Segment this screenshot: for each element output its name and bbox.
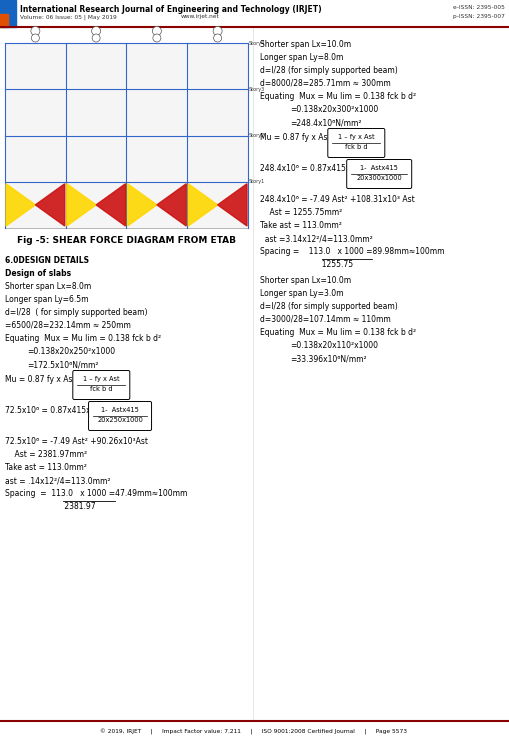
Text: Story3: Story3	[249, 87, 265, 91]
Text: 1 – fy x Ast: 1 – fy x Ast	[338, 134, 375, 140]
Text: Mu = 0.87 fy x Ast x d: Mu = 0.87 fy x Ast x d	[260, 133, 345, 142]
Text: Volume: 06 Issue: 05 | May 2019: Volume: 06 Issue: 05 | May 2019	[20, 14, 117, 19]
Text: Spacing =    113.0   x 1000 =89.98mm≈100mm: Spacing = 113.0 x 1000 =89.98mm≈100mm	[260, 247, 444, 256]
Text: Longer span Ly=8.0m: Longer span Ly=8.0m	[260, 53, 344, 62]
Text: 1255.75: 1255.75	[260, 260, 353, 269]
Circle shape	[152, 27, 161, 36]
Circle shape	[214, 34, 221, 42]
Circle shape	[92, 34, 100, 42]
Text: 2381.97: 2381.97	[5, 502, 96, 511]
Text: Spacing  =  113.0   x 1000 =47.49mm≈100mm: Spacing = 113.0 x 1000 =47.49mm≈100mm	[5, 489, 187, 498]
Text: Ast = 2381.97mm²: Ast = 2381.97mm²	[5, 450, 87, 459]
Text: Shorter span Lx=10.0m: Shorter span Lx=10.0m	[260, 40, 351, 49]
Text: d=3000/28=107.14mm ≈ 110mm: d=3000/28=107.14mm ≈ 110mm	[260, 315, 391, 324]
Text: 1-  Astx415: 1- Astx415	[360, 165, 398, 171]
Polygon shape	[67, 184, 96, 226]
Bar	[0, 14, 8, 27]
Text: Story1: Story1	[249, 179, 265, 184]
Circle shape	[213, 27, 222, 36]
Polygon shape	[218, 184, 247, 226]
Bar	[0, 0, 509, 27]
Bar	[0, 0, 16, 27]
Text: ast = .14x12²/4=113.0mm²: ast = .14x12²/4=113.0mm²	[5, 476, 110, 485]
Text: =0.138x20x300²x1000: =0.138x20x300²x1000	[290, 105, 378, 114]
FancyBboxPatch shape	[328, 129, 385, 158]
Text: Story2: Story2	[249, 133, 265, 138]
Text: Design of slabs: Design of slabs	[5, 269, 71, 278]
Text: =172.5x10⁶N/mm²: =172.5x10⁶N/mm²	[27, 360, 99, 369]
Text: Equating  Mux = Mu lim = 0.138 fck b d²: Equating Mux = Mu lim = 0.138 fck b d²	[5, 334, 161, 343]
Text: 20x250x1000: 20x250x1000	[97, 417, 143, 423]
Bar	[0, 721, 509, 743]
Circle shape	[92, 27, 101, 36]
Bar	[5, 43, 248, 228]
Text: fck b d: fck b d	[345, 144, 367, 150]
Circle shape	[32, 34, 39, 42]
Text: Shorter span Lx=10.0m: Shorter span Lx=10.0m	[260, 276, 351, 285]
Text: International Research Journal of Engineering and Technology (IRJET): International Research Journal of Engine…	[20, 5, 322, 14]
Text: =33.396x10⁶N/mm²: =33.396x10⁶N/mm²	[290, 354, 366, 363]
Text: d=l/28 (for simply supported beam): d=l/28 (for simply supported beam)	[260, 302, 398, 311]
FancyBboxPatch shape	[347, 160, 412, 189]
Text: Longer span Ly=6.5m: Longer span Ly=6.5m	[5, 295, 89, 304]
Text: =6500/28=232.14mm ≈ 250mm: =6500/28=232.14mm ≈ 250mm	[5, 321, 131, 330]
Text: fck b d: fck b d	[90, 386, 112, 392]
Text: Fig -5: SHEAR FORCE DIAGRAM FROM ETAB: Fig -5: SHEAR FORCE DIAGRAM FROM ETAB	[17, 236, 236, 245]
Text: www.irjet.net: www.irjet.net	[181, 14, 219, 19]
Text: 72.5x10⁶ = -7.49 Ast² +90.26x10³Ast: 72.5x10⁶ = -7.49 Ast² +90.26x10³Ast	[5, 437, 148, 446]
Text: Shorter span Lx=8.0m: Shorter span Lx=8.0m	[5, 282, 91, 291]
Polygon shape	[6, 184, 35, 226]
Text: 20x300x1000: 20x300x1000	[356, 175, 402, 181]
Text: d=l/28 (for simply supported beam): d=l/28 (for simply supported beam)	[260, 66, 398, 75]
Text: d=8000/28=285.71mm ≈ 300mm: d=8000/28=285.71mm ≈ 300mm	[260, 79, 391, 88]
Polygon shape	[96, 184, 126, 226]
Text: Story4: Story4	[249, 41, 265, 45]
Polygon shape	[188, 184, 218, 226]
Text: e-ISSN: 2395-005: e-ISSN: 2395-005	[453, 5, 505, 10]
Text: =248.4x10⁶N/mm²: =248.4x10⁶N/mm²	[290, 118, 361, 127]
Text: 248.4x10⁶ = 0.87x415xAstx300: 248.4x10⁶ = 0.87x415xAstx300	[260, 164, 382, 173]
Polygon shape	[157, 184, 186, 226]
Text: d=l/28  ( for simply supported beam): d=l/28 ( for simply supported beam)	[5, 308, 148, 317]
Text: 248.4x10⁶ = -7.49 Ast² +108.31x10³ Ast: 248.4x10⁶ = -7.49 Ast² +108.31x10³ Ast	[260, 195, 415, 204]
Text: =0.138x20x250²x1000: =0.138x20x250²x1000	[27, 347, 115, 356]
Text: Mu = 0.87 fy x Ast x d: Mu = 0.87 fy x Ast x d	[5, 375, 90, 384]
Text: Equating  Mux = Mu lim = 0.138 fck b d²: Equating Mux = Mu lim = 0.138 fck b d²	[260, 328, 416, 337]
Polygon shape	[35, 184, 65, 226]
Text: 72.5x10⁶ = 0.87x415xAstx250: 72.5x10⁶ = 0.87x415xAstx250	[5, 406, 122, 415]
FancyBboxPatch shape	[89, 401, 152, 430]
Text: 1 – fy x Ast: 1 – fy x Ast	[83, 376, 120, 382]
Text: Equating  Mux = Mu lim = 0.138 fck b d²: Equating Mux = Mu lim = 0.138 fck b d²	[260, 92, 416, 101]
Text: Longer span Ly=3.0m: Longer span Ly=3.0m	[260, 289, 344, 298]
Circle shape	[153, 34, 161, 42]
Text: ast =3.14x12²/4=113.0mm²: ast =3.14x12²/4=113.0mm²	[260, 234, 373, 243]
Text: 1-  Astx415: 1- Astx415	[101, 407, 139, 413]
Text: =0.138x20x110²x1000: =0.138x20x110²x1000	[290, 341, 378, 350]
Text: © 2019, IRJET     |     Impact Factor value: 7.211     |     ISO 9001:2008 Certi: © 2019, IRJET | Impact Factor value: 7.2…	[100, 729, 408, 735]
Text: 6.0DESIGN DETAILS: 6.0DESIGN DETAILS	[5, 256, 89, 265]
Text: Take ast = 113.0mm²: Take ast = 113.0mm²	[5, 463, 87, 472]
Text: Take ast = 113.0mm²: Take ast = 113.0mm²	[260, 221, 342, 230]
Text: p-ISSN: 2395-007: p-ISSN: 2395-007	[453, 14, 505, 19]
Circle shape	[31, 27, 40, 36]
Polygon shape	[127, 184, 157, 226]
Text: Ast = 1255.75mm²: Ast = 1255.75mm²	[260, 208, 342, 217]
FancyBboxPatch shape	[73, 371, 130, 400]
